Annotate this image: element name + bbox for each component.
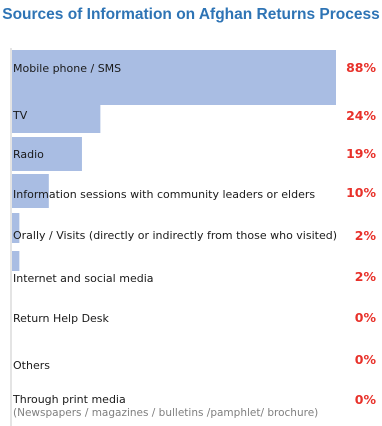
value-label-1: 24% xyxy=(346,108,376,123)
bar-5 xyxy=(12,251,20,271)
category-label-5: Internet and social media xyxy=(13,272,154,285)
value-label-2: 19% xyxy=(346,146,376,161)
category-label-1: TV xyxy=(12,109,28,122)
value-label-3: 10% xyxy=(346,185,376,200)
category-label-6: Return Help Desk xyxy=(13,312,110,325)
category-note-8: (Newspapers / magazines / bulletins /pam… xyxy=(13,407,318,419)
value-label-7: 0% xyxy=(355,352,377,367)
chart-title: Sources of Information on Afghan Returns… xyxy=(2,6,380,23)
value-label-5: 2% xyxy=(355,269,377,284)
category-label-4: Orally / Visits (directly or indirectly … xyxy=(13,229,337,242)
category-label-2: Radio xyxy=(13,148,44,161)
value-label-0: 88% xyxy=(346,60,376,75)
category-label-7: Others xyxy=(13,359,50,372)
bar-0 xyxy=(12,50,336,105)
bar-1 xyxy=(12,99,101,133)
bar-3 xyxy=(12,174,49,208)
bar-4 xyxy=(12,213,20,243)
category-label-8: Through print media xyxy=(12,393,126,406)
value-label-8: 0% xyxy=(355,392,377,407)
category-label-0: Mobile phone / SMS xyxy=(13,62,121,75)
value-label-4: 2% xyxy=(355,228,377,243)
value-label-6: 0% xyxy=(355,310,377,325)
category-label-3: Information sessions with community lead… xyxy=(13,188,315,201)
bar-2 xyxy=(12,137,82,171)
